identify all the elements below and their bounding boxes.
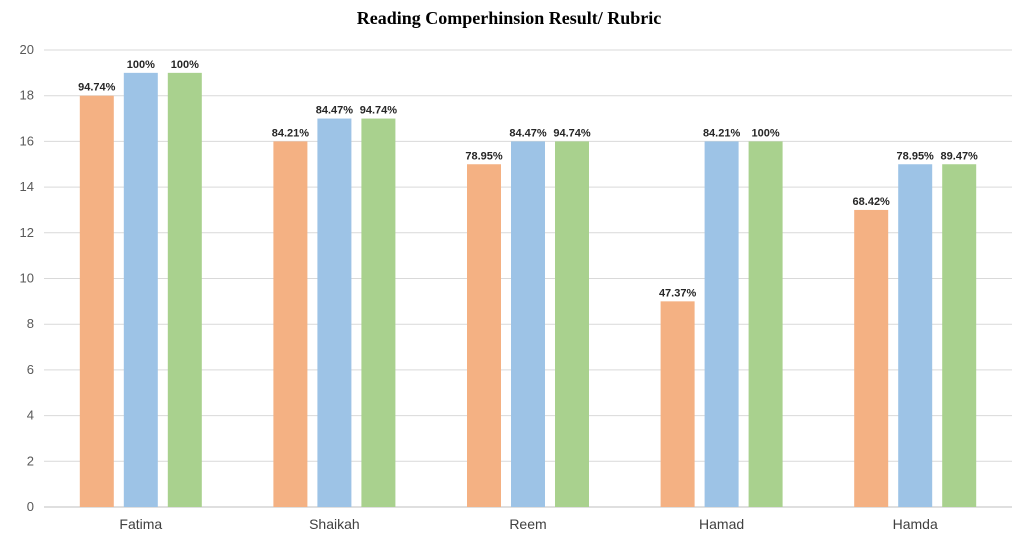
y-tick-label: 20 xyxy=(20,42,34,57)
y-tick-label: 18 xyxy=(20,88,34,103)
y-tick-label: 10 xyxy=(20,271,34,286)
category-label: Shaikah xyxy=(309,516,360,532)
bar xyxy=(511,141,545,507)
data-label: 84.21% xyxy=(703,127,741,139)
y-tick-label: 14 xyxy=(20,179,34,194)
y-tick-label: 6 xyxy=(27,362,34,377)
data-label: 94.74% xyxy=(360,105,398,117)
y-tick-label: 12 xyxy=(20,225,34,240)
bar xyxy=(467,164,501,507)
data-label: 100% xyxy=(752,127,780,139)
bar xyxy=(317,118,352,508)
y-axis: 0 2 4 6 8 10 12 14 16 18 20 xyxy=(20,42,34,514)
data-label: 100% xyxy=(171,59,199,71)
data-label: 84.47% xyxy=(316,105,354,117)
data-label: 84.21% xyxy=(272,127,310,139)
y-tick-label: 2 xyxy=(27,453,34,468)
category-label: Hamad xyxy=(699,516,744,532)
bar xyxy=(942,164,977,507)
data-label: 78.95% xyxy=(465,150,503,162)
bar xyxy=(555,141,589,507)
data-label: 100% xyxy=(127,59,155,71)
data-label: 84.47% xyxy=(509,127,547,139)
bar xyxy=(273,141,308,507)
data-label: 89.47% xyxy=(941,150,979,162)
data-labels: 94.74% 100% 100% 84.21% 84.47% 94.74% 78.95% 84… xyxy=(78,59,978,300)
bar xyxy=(123,72,158,507)
bar xyxy=(79,95,114,507)
data-label: 78.95% xyxy=(897,150,935,162)
bars xyxy=(79,72,977,508)
y-tick-label: 8 xyxy=(27,316,34,331)
bar xyxy=(748,141,783,507)
category-label: Reem xyxy=(509,516,546,532)
data-label: 47.37% xyxy=(659,287,697,299)
bar xyxy=(660,301,695,507)
category-label: Hamda xyxy=(893,516,938,532)
y-tick-label: 0 xyxy=(27,499,34,514)
data-label: 68.42% xyxy=(853,196,891,208)
y-tick-label: 16 xyxy=(20,133,34,148)
data-label: 94.74% xyxy=(553,127,591,139)
chart-title: Reading Comperhinsion Result/ Rubric xyxy=(356,8,662,28)
bar xyxy=(704,141,739,507)
bar xyxy=(167,72,202,507)
bar xyxy=(361,118,396,508)
data-label: 94.74% xyxy=(78,82,116,94)
bar xyxy=(898,164,933,507)
x-axis: Fatima Shaikah Reem Hamad Hamda xyxy=(119,516,938,532)
bar xyxy=(854,209,889,507)
y-tick-label: 4 xyxy=(27,408,34,423)
category-label: Fatima xyxy=(119,516,162,532)
